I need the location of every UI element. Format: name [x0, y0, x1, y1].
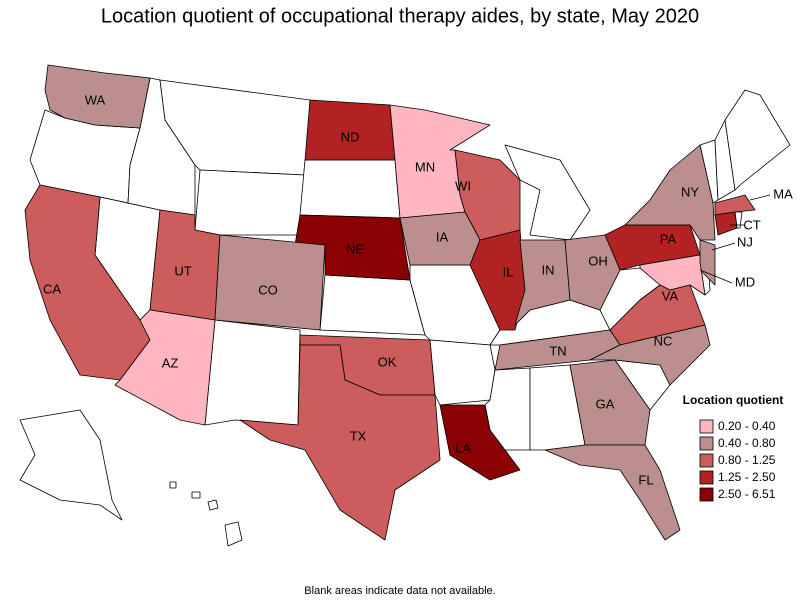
- state: [191, 491, 201, 499]
- state-label: WI: [455, 178, 471, 193]
- legend-swatch: [699, 419, 714, 434]
- state-label: PA: [660, 231, 677, 246]
- state: [44, 64, 151, 129]
- state-label: CA: [43, 281, 61, 296]
- state: [239, 344, 441, 541]
- state-label: NJ: [737, 234, 753, 249]
- state-label: MN: [415, 159, 435, 174]
- state: [224, 521, 243, 547]
- state-label: TN: [549, 343, 566, 358]
- legend-swatch: [699, 470, 714, 485]
- state-label: NC: [654, 333, 673, 348]
- state: [564, 234, 621, 311]
- state-label: IL: [503, 264, 514, 279]
- legend-label: 1.25 - 2.50: [718, 470, 776, 484]
- state: [214, 234, 326, 331]
- state: [699, 239, 716, 286]
- state: [194, 169, 306, 236]
- state: [19, 409, 123, 521]
- legend-swatch: [699, 436, 714, 451]
- state-label: NE: [346, 241, 364, 256]
- state: [204, 319, 301, 426]
- legend-label: 0.20 - 0.40: [718, 419, 776, 433]
- state: [429, 339, 496, 406]
- blank-states: [19, 77, 791, 547]
- legend-label: 0.40 - 0.80: [718, 436, 776, 450]
- state-label: VA: [662, 288, 679, 303]
- footnote: Blank areas indicate data not available.: [304, 585, 495, 597]
- state: [299, 159, 401, 219]
- state-label: CO: [258, 282, 278, 297]
- state: [469, 229, 526, 331]
- state: [504, 144, 591, 241]
- state: [624, 144, 716, 241]
- state: [544, 444, 681, 541]
- map-title: Location quotient of occupational therap…: [101, 5, 699, 27]
- states: [24, 64, 756, 541]
- state: [169, 481, 177, 489]
- legend-label: 0.80 - 1.25: [718, 453, 776, 467]
- state: [589, 324, 711, 386]
- state: [207, 499, 219, 511]
- state-label: TX: [350, 428, 367, 443]
- state-label: IN: [542, 262, 555, 277]
- legend-title: Location quotient: [683, 393, 784, 407]
- state-label: GA: [596, 396, 615, 411]
- state-label: MD: [735, 274, 755, 289]
- state-label: UT: [174, 263, 191, 278]
- legend: 0.20 - 0.40 0.40 - 0.80 0.80 - 1.25 1.25 - …: [699, 419, 776, 502]
- state: [724, 89, 791, 191]
- state-label: WA: [85, 92, 106, 107]
- state: [714, 194, 756, 216]
- state-label: AZ: [162, 355, 179, 370]
- state-labels: WA ND MN WI NY MA CT NJ PA MD NE IA IL I…: [43, 92, 793, 487]
- state-label: LA: [455, 440, 471, 455]
- state-label: NY: [681, 184, 699, 199]
- legend-swatch: [699, 453, 714, 468]
- state: [114, 309, 216, 426]
- state-label: OK: [378, 354, 397, 369]
- state-label: CT: [743, 217, 760, 232]
- state-label: OH: [588, 253, 608, 268]
- state-label: FL: [638, 472, 653, 487]
- state: [714, 211, 738, 236]
- state: [319, 274, 426, 336]
- legend-swatch: [699, 487, 714, 502]
- state-label: IA: [436, 229, 449, 244]
- leader-line: [749, 194, 771, 201]
- leader-line: [699, 269, 733, 284]
- state-label: ND: [341, 129, 360, 144]
- leader-line: [711, 242, 736, 251]
- state: [439, 404, 521, 481]
- state: [569, 359, 651, 446]
- state-label: MA: [773, 186, 793, 201]
- legend-label: 2.50 - 6.51: [718, 487, 776, 501]
